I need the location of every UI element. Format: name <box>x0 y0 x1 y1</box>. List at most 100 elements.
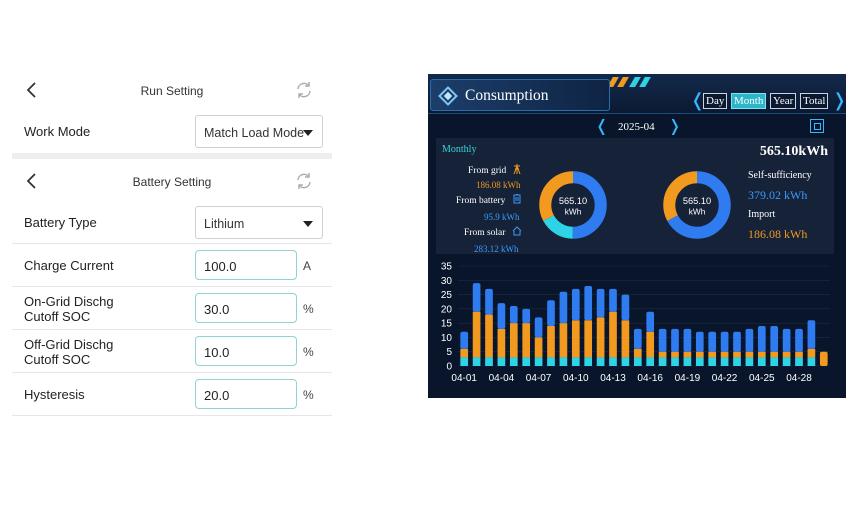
bar-segment <box>819 351 828 366</box>
bar-segment <box>757 326 766 352</box>
bar-segment <box>807 320 816 349</box>
battery-icon <box>513 194 521 204</box>
hysteresis-row: Hysteresis 20.0 % <box>12 373 332 416</box>
x-tick-label: 04-01 <box>451 373 477 384</box>
bar-segment <box>695 357 704 366</box>
bar-segment <box>547 326 555 358</box>
bar-segment <box>770 357 779 366</box>
from-grid-value: 186.08 kWh <box>476 180 521 190</box>
refresh-icon[interactable] <box>294 80 314 100</box>
bar-segment <box>584 320 593 358</box>
refresh-icon[interactable] <box>294 171 314 191</box>
bar-segment <box>683 351 692 358</box>
run-setting-header: Run Setting <box>12 70 332 110</box>
solar-home-icon <box>512 226 522 236</box>
donut-left-unit: kWh <box>565 206 582 216</box>
off-grid-label-line2: Cutoff SOC <box>24 352 91 367</box>
x-tick-label: 04-22 <box>712 373 738 384</box>
off-grid-unit: % <box>303 345 314 359</box>
y-tick-label: 0 <box>446 362 452 373</box>
bar-segment <box>621 320 630 358</box>
on-grid-row: On-Grid Dischg Cutoff SOC 30.0 % <box>12 287 332 330</box>
decor-stripe <box>639 77 651 87</box>
consumption-title-badge: Consumption <box>430 79 610 111</box>
bar-segment <box>460 357 469 366</box>
self-sufficiency-value: 379.02 kWh <box>748 188 808 202</box>
bar-segment <box>571 357 580 366</box>
bar-segment <box>633 348 642 358</box>
back-icon[interactable] <box>22 80 42 100</box>
bar-segment <box>658 357 667 366</box>
on-grid-input[interactable]: 30.0 <box>195 293 297 323</box>
donut-grid-arc <box>539 171 607 239</box>
hysteresis-unit: % <box>303 388 314 402</box>
bar-segment <box>633 328 642 349</box>
consumption-header: Consumption ❬ Day Month Year Total ❭ <box>428 74 846 114</box>
battery-setting-header: Battery Setting <box>12 159 332 201</box>
bar-segment <box>695 351 704 358</box>
back-icon[interactable] <box>22 171 42 191</box>
import-value: 186.08 kWh <box>748 227 808 241</box>
bar-segment <box>522 323 531 358</box>
bar-segment <box>559 323 568 358</box>
tab-month[interactable]: Month <box>731 93 767 109</box>
from-solar-value: 283.12 kWh <box>474 244 519 254</box>
x-tick-label: 04-16 <box>637 373 663 384</box>
hysteresis-input[interactable]: 20.0 <box>195 379 297 409</box>
x-tick-label: 04-04 <box>489 373 515 384</box>
bar-segment <box>720 351 729 358</box>
date-prev-icon[interactable]: ❬ <box>595 116 609 135</box>
chevron-left-icon[interactable]: ❬ <box>690 90 706 111</box>
chevron-right-icon[interactable]: ❭ <box>832 90 846 111</box>
bar-segment <box>658 328 667 352</box>
donut-right-unit: kWh <box>689 206 706 216</box>
on-grid-unit: % <box>303 302 314 316</box>
tab-year[interactable]: Year <box>770 93 797 109</box>
bar-segment <box>695 331 704 352</box>
charge-current-input[interactable]: 100.0 <box>195 250 297 280</box>
bar-segment <box>745 357 754 366</box>
bar-segment <box>534 357 543 366</box>
donut-import-arc <box>663 171 731 239</box>
charge-current-label: Charge Current <box>24 258 114 273</box>
bar-segment <box>596 288 605 318</box>
battery-type-select[interactable]: Lithium <box>195 206 323 239</box>
battery-type-value: Lithium <box>204 217 245 231</box>
tab-total[interactable]: Total <box>800 93 829 109</box>
charge-current-unit: A <box>303 259 312 273</box>
bar-segment <box>757 351 766 358</box>
y-tick-label: 25 <box>441 290 453 301</box>
bar-segment <box>720 331 729 352</box>
bar-segment <box>522 357 531 366</box>
daily-consumption-chart: 0 5 10 15 20 25 30 35 04-01 04-04 04-07 04-10 04-13… <box>441 262 830 384</box>
bar-segment <box>485 288 493 315</box>
bar-segment <box>782 328 791 352</box>
bar-segment <box>472 357 481 366</box>
bar-segment <box>745 328 754 352</box>
y-tick-label: 10 <box>441 333 453 344</box>
bar-segment <box>497 357 506 366</box>
bar-segment <box>571 288 580 321</box>
bar-segment <box>596 317 605 358</box>
import-label: Import <box>748 209 776 220</box>
bar-segment <box>609 288 617 312</box>
run-setting-title: Run Setting <box>140 84 204 98</box>
work-mode-select[interactable]: Match Load Mode <box>195 115 323 148</box>
bar-segment <box>733 331 741 352</box>
date-next-icon[interactable]: ❭ <box>668 116 682 135</box>
bar-segment <box>708 331 717 352</box>
bar-segment <box>609 311 617 358</box>
settings-panel: Run Setting Work Mode Match Load Mode Ba… <box>12 70 332 416</box>
bar-segment <box>795 351 803 358</box>
tab-day[interactable]: Day <box>703 93 728 109</box>
bar-segment <box>596 357 605 366</box>
bar-segment <box>708 357 717 366</box>
fullscreen-icon[interactable] <box>810 119 824 133</box>
on-grid-label: On-Grid Dischg Cutoff SOC <box>24 294 114 324</box>
decor-stripe <box>617 77 629 87</box>
on-grid-value: 30.0 <box>204 302 230 317</box>
y-tick-label: 20 <box>441 304 453 315</box>
off-grid-input[interactable]: 10.0 <box>195 336 297 366</box>
source-donut: 565.10 kWh <box>539 171 607 239</box>
y-tick-label: 35 <box>441 262 453 273</box>
